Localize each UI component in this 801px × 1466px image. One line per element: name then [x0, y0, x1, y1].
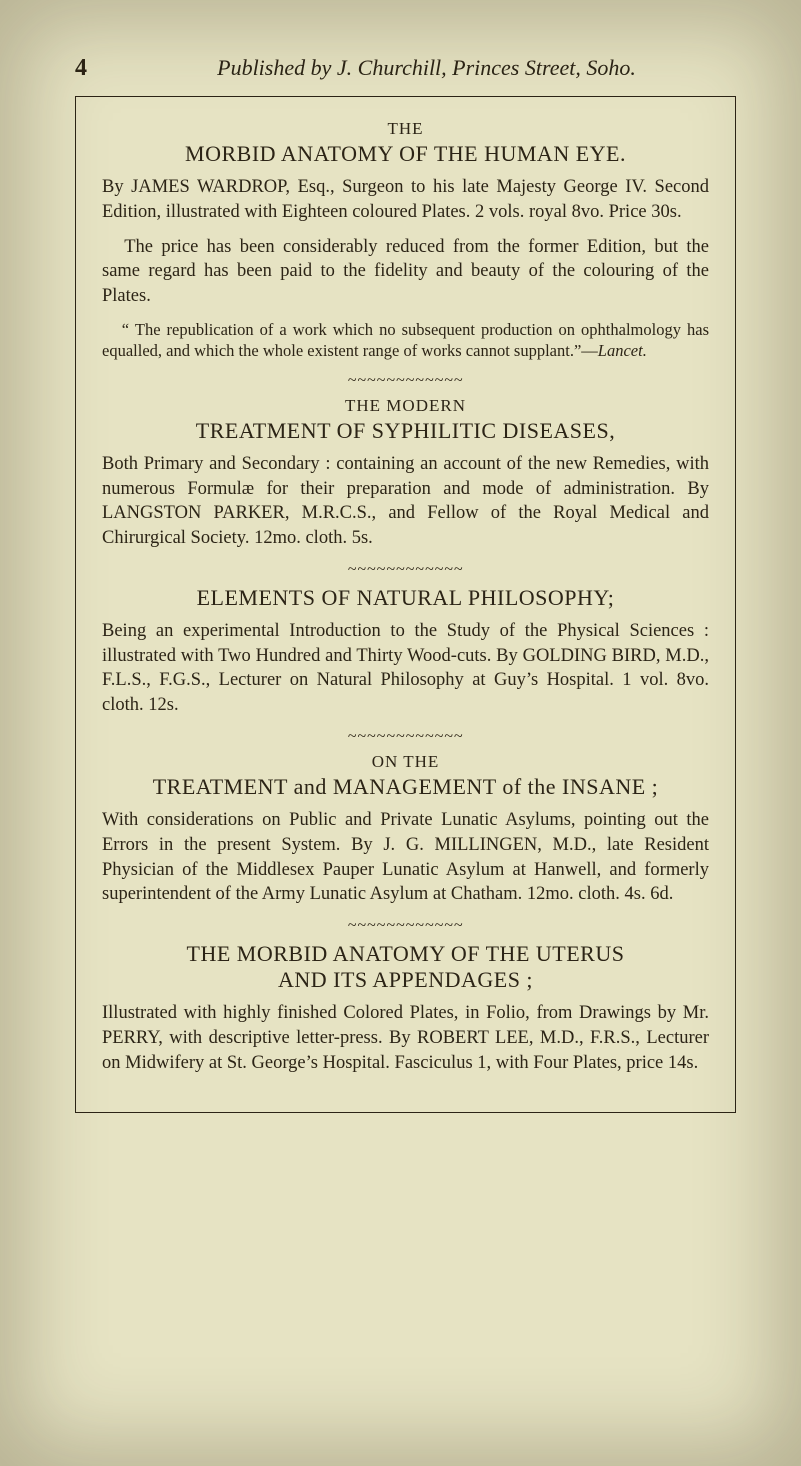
squiggle-divider: ~~~~~~~~~~~~ — [102, 561, 709, 579]
entry-paragraph: The price has been considerably reduced … — [102, 235, 709, 309]
entry-suptitle: ON THE — [102, 752, 709, 772]
entry-title: TREATMENT OF SYPHILITIC DISEASES, — [102, 418, 709, 444]
squiggle-divider: ~~~~~~~~~~~~ — [102, 728, 709, 746]
entry-paragraph: Both Primary and Secondary : containing … — [102, 452, 709, 551]
entry-paragraph: Illustrated with highly finished Colored… — [102, 1001, 709, 1075]
entry-title: TREATMENT and MANAGEMENT of the INSANE ; — [102, 774, 709, 800]
catalog-entry: THE MODERN TREATMENT OF SYPHILITIC DISEA… — [102, 396, 709, 579]
squiggle-divider: ~~~~~~~~~~~~ — [102, 372, 709, 390]
entry-review: “ The republication of a work which no s… — [102, 319, 709, 362]
entry-title: ELEMENTS OF NATURAL PHILOSOPHY; — [102, 585, 709, 611]
entry-paragraph: With considerations on Public and Privat… — [102, 808, 709, 907]
entry-suptitle: THE MODERN — [102, 396, 709, 416]
running-title: Published by J. Churchill, Princes Stree… — [117, 55, 736, 81]
entry-subtitle: AND ITS APPENDAGES ; — [102, 967, 709, 993]
catalog-entry: ON THE TREATMENT and MANAGEMENT of the I… — [102, 752, 709, 935]
catalog-entry: ELEMENTS OF NATURAL PHILOSOPHY; Being an… — [102, 585, 709, 746]
entry-paragraph: By JAMES WARDROP, Esq., Surgeon to his l… — [102, 175, 709, 225]
catalog-entry: THE MORBID ANATOMY OF THE UTERUS AND ITS… — [102, 941, 709, 1075]
book-page: 4 Published by J. Churchill, Princes Str… — [0, 0, 801, 1466]
entry-title: MORBID ANATOMY OF THE HUMAN EYE. — [102, 141, 709, 167]
page-header: 4 Published by J. Churchill, Princes Str… — [75, 55, 736, 82]
catalog-entry: THE MORBID ANATOMY OF THE HUMAN EYE. By … — [102, 119, 709, 390]
entry-suptitle: THE — [102, 119, 709, 139]
review-source: Lancet. — [598, 341, 647, 360]
content-frame: THE MORBID ANATOMY OF THE HUMAN EYE. By … — [75, 96, 736, 1113]
entry-title: THE MORBID ANATOMY OF THE UTERUS — [102, 941, 709, 967]
page-number: 4 — [75, 55, 87, 82]
squiggle-divider: ~~~~~~~~~~~~ — [102, 917, 709, 935]
entry-paragraph: Being an experimental Introduction to th… — [102, 619, 709, 718]
